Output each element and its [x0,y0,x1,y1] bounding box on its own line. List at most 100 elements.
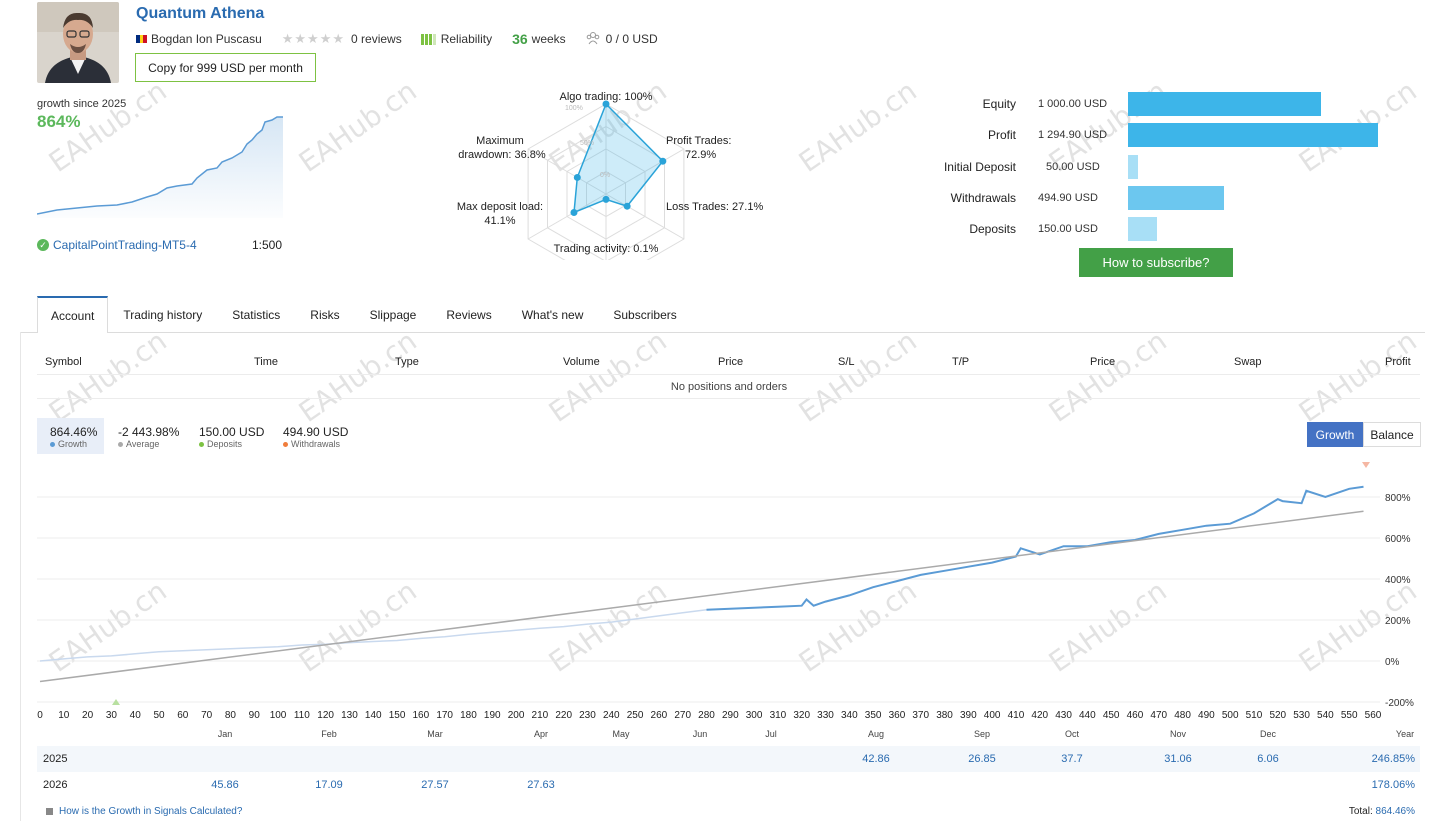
month-return[interactable]: 6.06 [1257,753,1279,765]
table-row [37,746,1420,772]
signal-title[interactable]: Quantum Athena [136,5,265,22]
radar-point-load [570,208,578,216]
x-tick-label: 500 [1222,710,1239,721]
radar-label-activity: Trading activity: 0.1% [554,243,659,255]
account-bar-value: 150.00 USD [1038,223,1098,236]
account-bar [1128,92,1322,116]
mini-growth-chart [37,116,283,218]
tab-account[interactable]: Account [37,296,109,333]
radar-point-activity [602,195,610,203]
x-tick-label: 70 [201,710,213,721]
legend-average-value: -2 443.98% [118,425,180,439]
year-total: 246.85% [1371,753,1415,765]
x-tick-label: 160 [413,710,430,721]
x-tick-label: 340 [841,710,858,721]
withdrawal-marker-icon [1362,462,1370,468]
x-tick-label: 360 [889,710,906,721]
x-tick-label: 0 [37,710,43,721]
tab-risks[interactable]: Risks [310,307,340,322]
copy-subscribe-button[interactable]: Copy for 999 USD per month [135,53,316,82]
x-tick-label: 120 [317,710,334,721]
tab-trading-history[interactable]: Trading history [123,307,203,322]
month-return[interactable]: 42.86 [862,753,890,765]
tab-slippage[interactable]: Slippage [369,307,417,322]
x-tick-label: 560 [1365,710,1382,721]
x-tick-label: 210 [532,710,549,721]
broker-name[interactable]: CapitalPointTrading-MT5-4 [53,238,197,252]
tab-reviews[interactable]: Reviews [446,307,492,322]
x-tick-label: 300 [746,710,763,721]
growth-calc-link-text[interactable]: How is the Growth in Signals Calculated? [59,806,243,817]
legend-withdrawals[interactable]: 494.90 USD Withdrawals [283,425,348,449]
legend-average[interactable]: -2 443.98% Average [118,425,179,449]
x-tick-label: 80 [225,710,237,721]
month-return[interactable]: 31.06 [1164,753,1192,765]
col-price-current: Price [1090,356,1116,368]
x-tick-label: 200 [508,710,525,721]
author-name[interactable]: Bogdan Ion Puscasu [151,32,262,46]
month-label: Sep [974,729,990,739]
month-return[interactable]: 27.63 [527,779,555,791]
x-tick-label: 540 [1317,710,1334,721]
radar-label-load: Max deposit load: [457,201,543,213]
x-tick-label: 100 [270,710,287,721]
avatar[interactable] [37,2,119,83]
x-tick-label: 520 [1269,710,1286,721]
subscribers-value: 0 / 0 USD [605,32,658,46]
legend-growth[interactable]: 864.46% Growth [50,425,97,449]
info-icon [46,808,53,815]
leverage-value: 1:500 [252,238,283,252]
growth-legend-highlight[interactable] [37,418,104,454]
x-tick-label: 280 [698,710,715,721]
x-tick-label: 230 [579,710,596,721]
radar-spoke [605,148,685,195]
watermark-text: EAHub.cn [1292,324,1423,429]
radar-chart: 100% 50% 0% Algo trading: 100% Profit Tr… [457,91,763,260]
how-to-subscribe-button[interactable]: How to subscribe? [1079,248,1233,277]
watermark-text: EAHub.cn [792,324,923,429]
tab-whats-new[interactable]: What's new [521,307,584,322]
growth-calc-link[interactable]: How is the Growth in Signals Calculated? [46,806,242,817]
balance-toggle-button[interactable]: Balance [1363,422,1421,447]
growth-chart-series [39,485,1364,683]
x-tick-label: 40 [130,710,142,721]
tab-subscribers[interactable]: Subscribers [613,307,677,322]
legend-growth-value: 864.46% [50,425,98,439]
content-left-border [20,332,21,821]
radar-shape [573,102,664,214]
watermark-text: EAHub.cn [1042,324,1173,429]
account-bar-label: Profit [987,128,1016,143]
month-return[interactable]: 26.85 [968,753,996,765]
x-tick-label: 440 [1079,710,1096,721]
x-tick-label: 460 [1127,710,1144,721]
x-tick-label: 50 [153,710,165,721]
reviews-count[interactable]: 0 reviews [351,32,402,46]
y-tick-label: 800% [1385,493,1411,504]
radar-label-profit-value: 72.9% [685,149,716,161]
x-tick-label: 240 [603,710,620,721]
radar-point-drawdown [573,173,581,181]
legend-deposits[interactable]: 150.00 USD Deposits [199,425,264,449]
tab-statistics[interactable]: Statistics [232,307,281,322]
month-return[interactable]: 37.7 [1061,753,1083,765]
no-positions-message: No positions and orders [670,381,788,393]
x-tick-label: 330 [817,710,834,721]
reliability-bars-icon [420,33,436,45]
radar-spoke [605,193,685,240]
growth-toggle-button[interactable]: Growth [1307,422,1363,447]
month-return[interactable]: 45.86 [211,779,239,791]
month-label: Dec [1260,729,1277,739]
radar-label-drawdown: Maximum [476,135,524,147]
deposit-marker-icon [112,699,120,705]
legend-deposits-value: 150.00 USD [199,425,265,439]
month-return[interactable]: 27.57 [421,779,449,791]
account-bar-value: 1 000.00 USD [1038,98,1108,110]
month-return[interactable]: 17.09 [315,779,343,791]
broker-link[interactable]: ✓ CapitalPointTrading-MT5-4 [37,238,197,252]
x-tick-label: 400 [984,710,1001,721]
watermark-text: EAHub.cn [292,324,423,429]
radar-label-drawdown-value: drawdown: 36.8% [458,149,546,161]
x-tick-label: 150 [389,710,406,721]
account-bar-value: 50.00 USD [1046,160,1100,173]
account-bar-label: Withdrawals [950,190,1016,205]
